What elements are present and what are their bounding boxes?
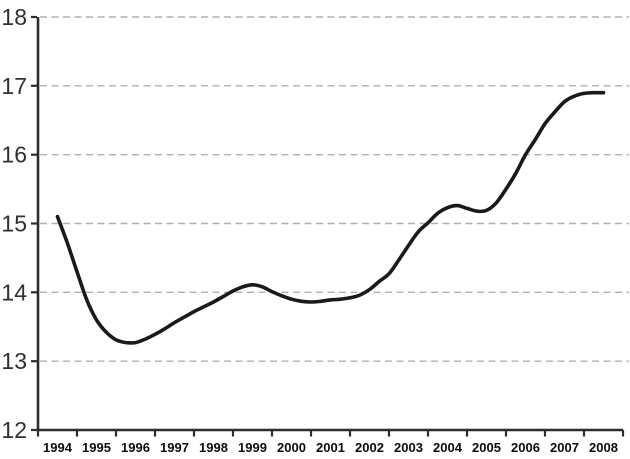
- x-tick-label: 1995: [82, 440, 111, 455]
- x-tick-label: 2005: [472, 440, 501, 455]
- x-tick-label: 2002: [355, 440, 384, 455]
- x-axis-labels: 1994 1995 1996 1997 1998 1999 2000 2001 2002 2003…: [43, 440, 618, 455]
- y-tick-label: 12: [1, 417, 27, 443]
- x-tick-label: 1996: [121, 440, 150, 455]
- x-tick-label: 2007: [550, 440, 579, 455]
- y-tick-label: 15: [1, 211, 27, 237]
- gridlines: [40, 16, 629, 362]
- x-tick-label: 2006: [511, 440, 540, 455]
- y-tick-label: 13: [1, 348, 27, 374]
- x-tick-label: 2008: [589, 440, 618, 455]
- x-tick-label: 2004: [433, 440, 463, 455]
- x-tick-label: 2000: [277, 440, 306, 455]
- y-tick-label: 16: [1, 142, 27, 168]
- axes: [36, 17, 623, 432]
- x-tick-label: 2003: [394, 440, 423, 455]
- y-tick-label: 17: [1, 73, 27, 99]
- y-axis-labels: 12 13 14 15 16 17 18: [1, 4, 27, 443]
- x-tick-label: 2001: [316, 440, 345, 455]
- y-tick-label: 14: [1, 279, 27, 305]
- x-tick-label: 1998: [199, 440, 228, 455]
- x-tick-label: 1994: [43, 440, 73, 455]
- x-tick-label: 1999: [238, 440, 267, 455]
- y-tick-label: 18: [1, 4, 27, 30]
- data-line-series: [55, 90, 606, 345]
- x-tick-label: 1997: [160, 440, 189, 455]
- axis-ticks: [31, 15, 625, 437]
